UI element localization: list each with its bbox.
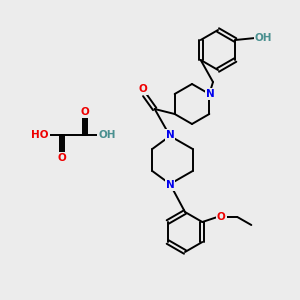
Text: OH: OH [255, 33, 272, 43]
Text: O: O [217, 212, 226, 222]
Text: HO: HO [31, 130, 49, 140]
Text: O: O [58, 153, 66, 163]
Text: N: N [206, 89, 215, 99]
Text: O: O [81, 107, 89, 117]
Text: N: N [166, 180, 174, 190]
Text: O: O [138, 84, 147, 94]
Text: N: N [166, 130, 174, 140]
Text: OH: OH [98, 130, 116, 140]
